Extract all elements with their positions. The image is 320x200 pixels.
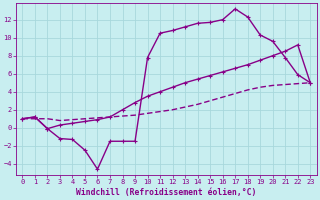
X-axis label: Windchill (Refroidissement éolien,°C): Windchill (Refroidissement éolien,°C) xyxy=(76,188,257,197)
